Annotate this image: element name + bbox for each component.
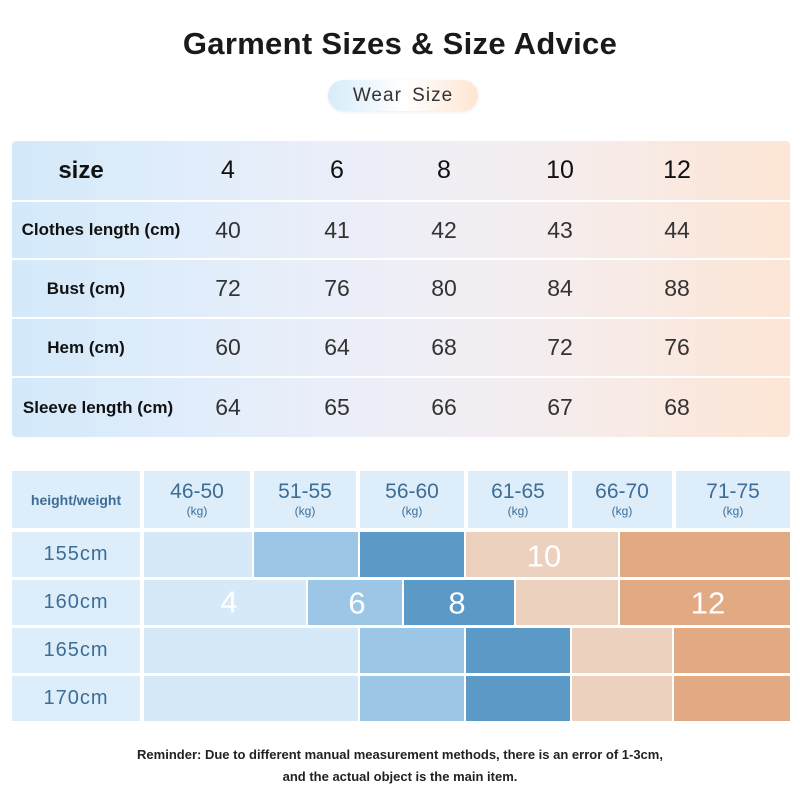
size-table-row: Clothes length (cm) 40 41 42 43 44 [12, 202, 790, 260]
table-cell: 43 [547, 216, 573, 243]
size-mark-12: 12 [690, 585, 726, 621]
size-header-cell: 8 [437, 156, 451, 184]
weight-unit: (kg) [186, 504, 208, 518]
size-table: size 4 6 8 10 12 Clothes length (cm) 40 … [12, 141, 790, 437]
table-cell: 68 [431, 334, 457, 360]
table-cell: 41 [324, 216, 350, 243]
size-6-band [254, 532, 358, 577]
weight-unit: (kg) [507, 504, 529, 518]
height-label: 170cm [12, 676, 140, 721]
size-header-label: size [58, 156, 104, 184]
weight-unit: (kg) [401, 504, 423, 518]
weight-header: 66-70 (kg) [572, 471, 672, 528]
weight-header: 61-65 (kg) [468, 471, 568, 528]
weight-range: 66-70 [595, 480, 649, 503]
size-table-row: Sleeve length (cm) 64 65 66 67 68 [12, 378, 790, 437]
size-mark-4: 4 [220, 584, 238, 620]
height-label: 160cm [12, 580, 140, 625]
weight-range: 71-75 [706, 480, 760, 503]
table-cell: 64 [324, 334, 350, 360]
table-cell: 88 [664, 275, 690, 301]
reminder-line-1: Reminder: Due to different manual measur… [137, 747, 663, 762]
weight-header: 51-55 (kg) [254, 471, 356, 528]
size-8-band [466, 676, 570, 721]
size-6-band [360, 676, 464, 721]
size-header-cell: 4 [221, 156, 235, 184]
size-6-band [308, 580, 402, 625]
weight-unit: (kg) [722, 504, 744, 518]
height-label: 165cm [12, 628, 140, 673]
row-label: Hem (cm) [47, 337, 125, 357]
row-label: Clothes length (cm) [21, 220, 181, 239]
size-4-band [144, 676, 358, 721]
size-12-band [674, 676, 790, 721]
table-cell: 80 [431, 275, 457, 301]
size-12-band [674, 628, 790, 673]
weight-range: 56-60 [385, 480, 439, 503]
weight-header: 56-60 (kg) [360, 471, 464, 528]
weight-unit: (kg) [294, 504, 316, 518]
size-mark-8: 8 [448, 585, 466, 621]
table-cell: 72 [547, 334, 573, 360]
height-label: 155cm [12, 532, 140, 577]
weight-range: 46-50 [170, 480, 224, 503]
table-cell: 64 [215, 394, 241, 420]
size-8-band [404, 580, 514, 625]
size-table-row: Bust (cm) 72 76 80 84 88 [12, 260, 790, 319]
table-cell: 76 [664, 334, 690, 360]
reminder-line-2: and the actual object is the main item. [282, 769, 518, 784]
size-header-cell: 12 [663, 156, 691, 184]
page-title: Garment Sizes & Size Advice [182, 26, 618, 61]
weight-unit: (kg) [611, 504, 633, 518]
weight-range: 51-55 [278, 480, 332, 503]
size-4-band [144, 580, 306, 625]
size-6-band [360, 628, 464, 673]
table-cell: 68 [664, 394, 690, 420]
weight-header: 71-75 (kg) [676, 471, 790, 528]
row-label: Bust (cm) [46, 278, 126, 298]
size-10-band [466, 532, 618, 577]
size-header-row: size 4 6 8 10 12 [12, 141, 790, 202]
table-cell: 66 [431, 394, 457, 420]
size-header-cell: 10 [546, 156, 574, 184]
table-cell: 84 [547, 275, 573, 301]
table-cell: 44 [664, 216, 690, 243]
size-8-band [466, 628, 570, 673]
size-mark-10: 10 [526, 538, 562, 574]
size-table-row: Hem (cm) 60 64 68 72 76 [12, 319, 790, 378]
table-cell: 76 [324, 275, 350, 301]
table-cell: 72 [215, 275, 241, 301]
size-10-band [516, 580, 618, 625]
size-12-band [620, 532, 790, 577]
weight-range: 61-65 [491, 480, 545, 503]
table-cell: 67 [547, 394, 573, 420]
table-cell: 40 [215, 216, 241, 243]
size-8-band [360, 532, 464, 577]
row-label: Sleeve length (cm) [22, 397, 174, 417]
size-header-cell: 6 [330, 156, 344, 184]
size-4-band [144, 532, 252, 577]
size-12-band [620, 580, 790, 625]
size-mark-6: 6 [348, 585, 366, 621]
table-cell: 65 [324, 394, 350, 420]
weight-header: 46-50 (kg) [144, 471, 250, 528]
table-cell: 42 [431, 216, 457, 243]
size-10-band [572, 628, 672, 673]
wear-size-tab: Wear Size [328, 80, 478, 111]
size-10-band [572, 676, 672, 721]
table-cell: 60 [215, 334, 241, 360]
grid-corner-label: height/weight [12, 471, 140, 528]
size-advice-grid: height/weight 46-50 (kg) 51-55 (kg) 56-6… [12, 471, 790, 721]
size-4-band [144, 628, 358, 673]
